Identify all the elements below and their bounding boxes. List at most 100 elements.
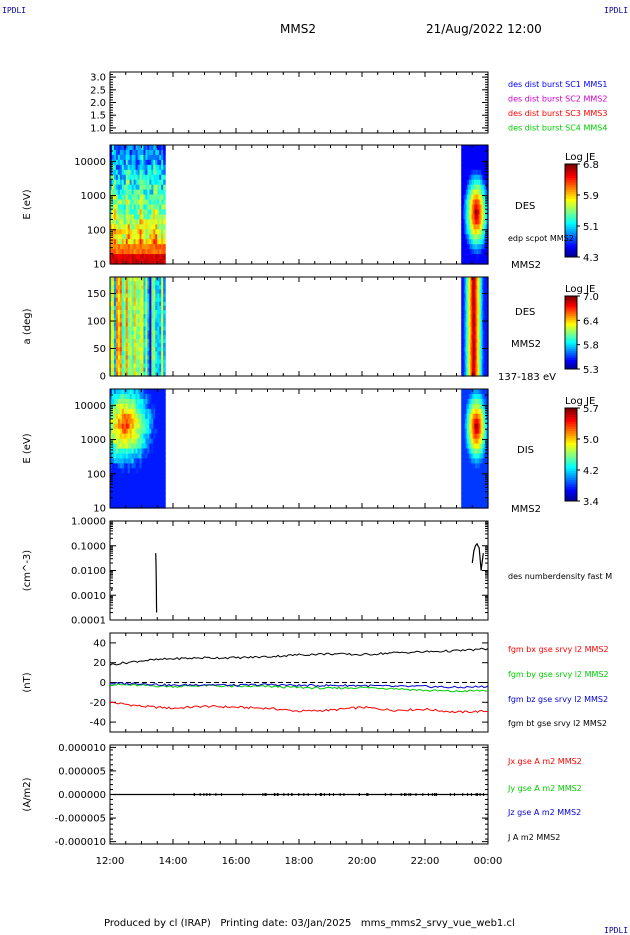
spectrogram-cell bbox=[163, 468, 166, 474]
colorbar-tick-label: 4.2 bbox=[583, 466, 599, 477]
instrument-label: DIS bbox=[517, 445, 534, 456]
spectrogram-cell bbox=[163, 277, 166, 282]
y-tick-label: 1.0 bbox=[90, 123, 106, 134]
panel-frame bbox=[110, 389, 488, 508]
y-tick-label: 1000 bbox=[81, 191, 106, 202]
spectrogram-cell bbox=[163, 419, 166, 425]
density-line bbox=[156, 553, 157, 612]
series-label: fgm bx gse srvy l2 MMS2 bbox=[508, 645, 609, 654]
spectrogram-cell bbox=[163, 463, 166, 469]
legend-entry: des dist burst SC3 MMS3 bbox=[508, 109, 607, 118]
spectrogram-cell bbox=[163, 434, 166, 440]
y-tick-label: -20 bbox=[90, 698, 106, 709]
y-tick-label: 0.0100 bbox=[71, 566, 106, 577]
spectrogram-cell bbox=[163, 399, 166, 405]
spectrogram-cell bbox=[163, 347, 166, 352]
spectrogram-cell bbox=[163, 155, 166, 161]
y-tick-label: 1000 bbox=[81, 435, 106, 446]
panel-frame bbox=[110, 72, 488, 133]
colorbar-tick-label: 3.4 bbox=[583, 497, 599, 508]
colorbar-tick-label: 5.3 bbox=[583, 365, 599, 376]
spectrogram-cell bbox=[163, 219, 166, 225]
spectrogram-cell bbox=[163, 488, 166, 494]
legend-entry: des dist burst SC2 MMS2 bbox=[508, 95, 607, 104]
y-tick-label: 100 bbox=[87, 225, 106, 236]
spectrogram-cell bbox=[163, 429, 166, 435]
spectrogram-cell bbox=[163, 229, 166, 235]
spectrogram-cell bbox=[163, 389, 166, 395]
y-tick-label: -0.000010 bbox=[55, 837, 106, 848]
series-label: Jz gse A m2 MMS2 bbox=[507, 808, 581, 817]
y-tick-label: 0.0010 bbox=[71, 591, 106, 602]
spectrogram-dis-energy bbox=[110, 389, 489, 509]
spectrogram-cell bbox=[163, 185, 166, 191]
spectrogram-cell bbox=[163, 200, 166, 206]
spectrogram-cell bbox=[163, 165, 166, 171]
y-axis-label: (nT) bbox=[22, 672, 33, 692]
colorbar-tick-label: 4.3 bbox=[583, 253, 599, 264]
colorbar-tick-label: 7.0 bbox=[583, 292, 599, 303]
series-label: Jx gse A m2 MMS2 bbox=[507, 757, 582, 766]
y-tick-label: 0.000005 bbox=[58, 766, 106, 777]
legend-entry: des dist burst SC4 MMS4 bbox=[508, 124, 607, 133]
spectrogram-des-energy bbox=[110, 145, 489, 265]
panel-frame bbox=[110, 277, 488, 376]
series-label: fgm bz gse srvy l2 MMS2 bbox=[508, 695, 608, 704]
y-tick-label: 1.5 bbox=[90, 111, 106, 122]
spectrogram-cell bbox=[163, 360, 166, 365]
spectrogram-cell bbox=[163, 289, 166, 294]
spectrogram-cell bbox=[163, 318, 166, 323]
spectrogram-cell bbox=[163, 355, 166, 360]
y-tick-label: 0.0001 bbox=[71, 616, 106, 627]
spectrogram-cell bbox=[163, 364, 166, 369]
spectrogram-cell bbox=[163, 254, 166, 260]
spectrogram-cell bbox=[163, 281, 166, 286]
spectrogram-cell bbox=[163, 314, 166, 319]
density-line bbox=[112, 588, 113, 591]
spectrogram-cell bbox=[163, 394, 166, 400]
spectrogram-cell bbox=[163, 306, 166, 311]
spectrogram-cell bbox=[163, 351, 166, 356]
y-tick-label: 0 bbox=[100, 372, 106, 383]
spectrogram-cell bbox=[163, 180, 166, 186]
spectrogram-cell bbox=[163, 493, 166, 499]
spectrogram-cell bbox=[163, 335, 166, 340]
spectrogram-cell bbox=[163, 473, 166, 479]
spectrogram-cell bbox=[163, 205, 166, 211]
colorbar-tick-label: 6.4 bbox=[583, 316, 599, 327]
spectrogram-cell bbox=[163, 458, 166, 464]
series-label: Jy gse A m2 MMS2 bbox=[507, 784, 582, 793]
density-line bbox=[472, 544, 483, 571]
spacecraft-label: MMS2 bbox=[511, 504, 541, 515]
spectrogram-cell bbox=[163, 424, 166, 430]
spectrogram-cell bbox=[163, 150, 166, 156]
instrument-label: DES bbox=[515, 201, 535, 212]
y-axis-label: E (eV) bbox=[22, 433, 33, 463]
spectrogram-cell bbox=[163, 449, 166, 455]
y-axis-label: E (eV) bbox=[22, 189, 33, 219]
y-tick-label: 0.000010 bbox=[58, 743, 106, 754]
y-tick-label: 150 bbox=[87, 289, 106, 300]
series-label: fgm bt gse srvy l2 MMS2 bbox=[508, 719, 607, 728]
instrument-label: DES bbox=[515, 307, 535, 318]
spectrogram-cell bbox=[163, 234, 166, 240]
y-tick-label: 3.0 bbox=[90, 73, 106, 84]
spectrogram-cell bbox=[163, 498, 166, 504]
spectrogram-cell bbox=[163, 190, 166, 196]
spectrogram-cell bbox=[163, 322, 166, 327]
y-tick-label: 0.1000 bbox=[71, 541, 106, 552]
spectrogram-cell bbox=[163, 145, 166, 151]
spectrogram-cell bbox=[163, 444, 166, 450]
spectrogram-cell bbox=[163, 453, 166, 459]
spectrogram-cell bbox=[163, 409, 166, 415]
y-tick-label: -40 bbox=[90, 718, 106, 729]
spectrogram-cell bbox=[163, 483, 166, 489]
colorbar-tick-label: 6.8 bbox=[583, 160, 599, 171]
y-tick-label: 20 bbox=[93, 658, 106, 669]
spectrogram-cell bbox=[163, 478, 166, 484]
fgm-line bbox=[110, 702, 488, 713]
spectrogram-des-pitch bbox=[110, 277, 489, 377]
spectrogram-cell bbox=[163, 294, 166, 299]
spectrogram-cell bbox=[163, 160, 166, 166]
